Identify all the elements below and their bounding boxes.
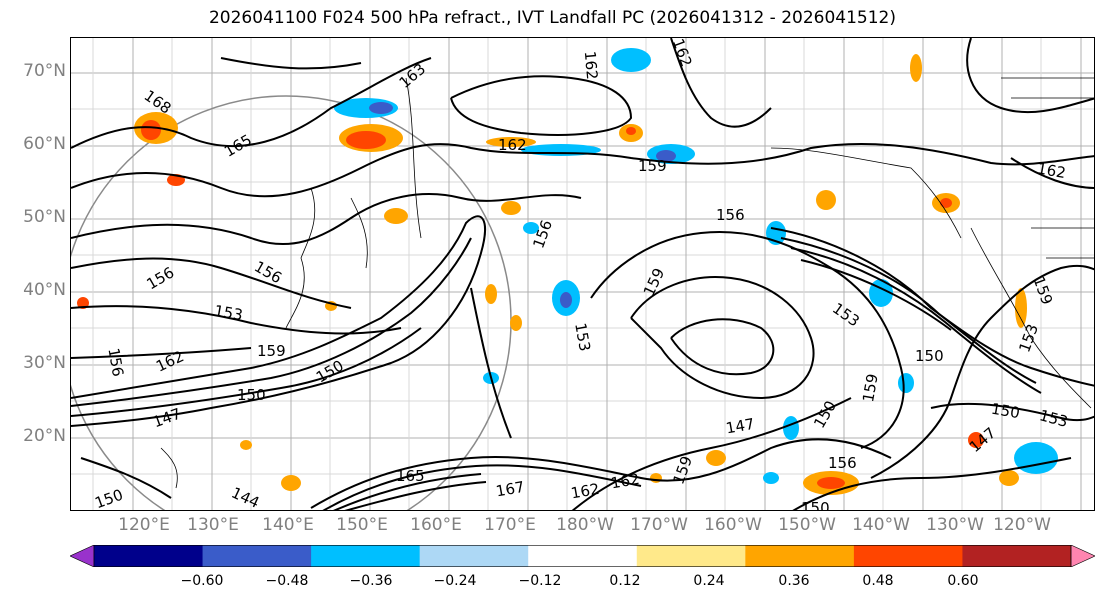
colorbar-segment: [94, 545, 204, 567]
lon-label: 170°E: [484, 515, 536, 535]
colorbar-tick: 0.60: [947, 573, 979, 589]
contour-label: 150: [237, 386, 266, 404]
colorbar-segment: [311, 545, 421, 567]
contour-lines: [71, 38, 1094, 510]
contour-label: 153: [1037, 406, 1069, 431]
contour-label: 150: [990, 400, 1021, 423]
lon-label: 150°E: [336, 515, 388, 535]
contour-label: 150: [810, 398, 840, 432]
contour-label: 153: [213, 302, 244, 325]
contour-label: 147: [724, 415, 755, 438]
colorbar-tick: −0.60: [180, 573, 224, 589]
colorbar-tick: −0.24: [433, 573, 477, 589]
colorbar-tick: 0.48: [862, 573, 894, 589]
contour-label: 162: [569, 480, 600, 503]
lat-label-30n: 30°N: [23, 353, 66, 373]
lon-label: 140°W: [852, 515, 910, 535]
contour-label: 168: [141, 86, 175, 117]
lat-label-20n: 20°N: [23, 426, 66, 446]
longitude-axis: 120°E 130°E 140°E 150°E 160°E 170°E 180°…: [0, 515, 1105, 541]
lon-label: 160°W: [704, 515, 762, 535]
colorbar-segment: [962, 545, 1072, 567]
contour-label: 159: [257, 342, 286, 360]
contour-label: 162: [581, 50, 601, 80]
contour-label: 147: [150, 405, 183, 432]
colorbar-tick: 0.36: [778, 573, 810, 589]
contour-label: 159: [1029, 274, 1056, 307]
lon-label: 160°E: [410, 515, 462, 535]
lat-label-70n: 70°N: [23, 61, 66, 81]
gridlines: [71, 38, 1094, 510]
colorbar-tick: −0.48: [265, 573, 309, 589]
colorbar-segment: [745, 545, 855, 567]
colorbar: [70, 545, 1095, 567]
lat-label-50n: 50°N: [23, 207, 66, 227]
colorbar-segment: [853, 545, 963, 567]
contour-label: 159: [669, 454, 696, 487]
map-title: 2026041100 F024 500 hPa refract., IVT La…: [208, 8, 896, 28]
contour-label: 156: [716, 206, 745, 224]
lon-label: 120°E: [118, 515, 170, 535]
contour-label: 159: [859, 372, 882, 403]
contour-label: 162: [498, 136, 527, 154]
lon-label: 130°E: [187, 515, 239, 535]
colorbar-segments: [70, 545, 1095, 567]
lon-label: 120°W: [993, 515, 1051, 535]
colorbar-extend-high: [1070, 545, 1095, 567]
contour-label: 159: [640, 265, 668, 299]
colorbar-segment: [419, 545, 529, 567]
contour-label: 150: [92, 486, 125, 511]
colorbar-segment: [528, 545, 638, 567]
map-panel[interactable]: 168 165 163 162 159 162 162 156 156 156 …: [70, 37, 1095, 511]
colorbar-tick: −0.12: [518, 573, 562, 589]
contour-label: 162: [609, 470, 640, 493]
colorbar-tick: −0.36: [349, 573, 393, 589]
contour-label: 162: [1036, 159, 1067, 182]
lon-label: 130°W: [926, 515, 984, 535]
lat-label-40n: 40°N: [23, 280, 66, 300]
colorbar-extend-low: [70, 545, 95, 567]
colorbar-tick: 0.24: [693, 573, 725, 589]
lon-label: 170°W: [630, 515, 688, 535]
lon-label: 150°W: [778, 515, 836, 535]
map-canvas: 168 165 163 162 159 162 162 156 156 156 …: [71, 38, 1094, 511]
contour-label: 159: [638, 157, 667, 175]
contour-label: 163: [396, 60, 430, 92]
contour-label: 167: [494, 478, 525, 501]
contour-label: 147: [966, 424, 1000, 456]
contour-label: 165: [221, 131, 255, 161]
contour-label: 144: [229, 484, 263, 511]
colorbar-segment: [636, 545, 746, 567]
lon-label: 180°W: [556, 515, 614, 535]
lon-label: 140°E: [262, 515, 314, 535]
lat-label-60n: 60°N: [23, 134, 66, 154]
contour-label: 150: [915, 347, 944, 365]
contour-label: 150: [801, 499, 830, 511]
contour-label: 156: [828, 454, 857, 472]
contour-label: 162: [153, 347, 187, 375]
contour-label: 153: [571, 321, 594, 352]
colorbar-segment: [202, 545, 312, 567]
contour-label: 153: [829, 299, 863, 330]
colorbar-outline: [93, 545, 1072, 567]
contour-label: 165: [396, 467, 425, 485]
contour-label: 156: [104, 347, 127, 378]
colorbar-tick: 0.12: [609, 573, 641, 589]
contour-label: 162: [669, 38, 696, 69]
